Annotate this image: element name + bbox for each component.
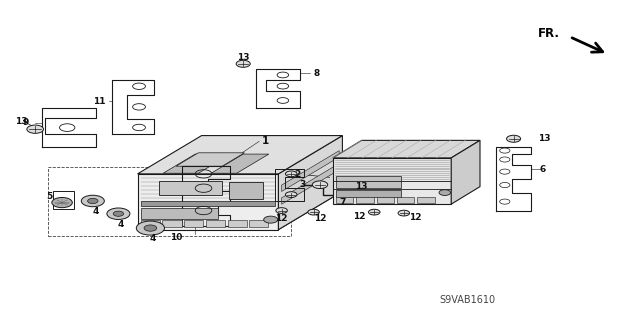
Text: 6: 6 <box>540 165 546 174</box>
Bar <box>333 158 451 204</box>
Text: 13: 13 <box>355 182 368 191</box>
Circle shape <box>285 192 297 197</box>
Circle shape <box>113 211 124 216</box>
Bar <box>397 197 414 203</box>
Circle shape <box>144 225 157 231</box>
Text: 11: 11 <box>93 97 106 106</box>
Text: 12: 12 <box>410 213 422 222</box>
Polygon shape <box>451 140 480 204</box>
Text: S9VAB1610: S9VAB1610 <box>439 295 495 305</box>
Text: FR.: FR. <box>538 27 560 40</box>
Text: 12: 12 <box>353 212 365 221</box>
Polygon shape <box>138 136 342 174</box>
Text: 7: 7 <box>339 198 346 207</box>
Bar <box>229 182 263 199</box>
Text: 2: 2 <box>294 170 301 179</box>
Bar <box>163 219 182 227</box>
Text: 10: 10 <box>170 233 182 242</box>
Bar <box>336 190 401 197</box>
Bar <box>159 181 222 195</box>
Text: 4: 4 <box>92 207 99 216</box>
Polygon shape <box>282 163 339 204</box>
Bar <box>417 197 435 203</box>
Polygon shape <box>333 140 480 158</box>
Text: 4: 4 <box>150 234 156 243</box>
Polygon shape <box>163 154 230 173</box>
Bar <box>227 219 246 227</box>
Circle shape <box>398 210 410 216</box>
Bar <box>141 201 275 206</box>
Circle shape <box>285 171 297 177</box>
Bar <box>53 191 74 209</box>
Bar <box>141 219 160 227</box>
Circle shape <box>439 190 451 196</box>
Circle shape <box>369 209 380 215</box>
Bar <box>48 167 291 236</box>
Text: 13: 13 <box>237 53 250 62</box>
Text: 8: 8 <box>314 69 320 78</box>
Bar <box>336 176 401 188</box>
Bar <box>184 219 204 227</box>
Bar <box>336 197 353 203</box>
Circle shape <box>507 135 521 142</box>
Circle shape <box>136 221 164 235</box>
Circle shape <box>308 209 319 215</box>
Circle shape <box>27 125 44 133</box>
Polygon shape <box>278 136 342 230</box>
Text: 12: 12 <box>314 214 326 223</box>
Circle shape <box>81 195 104 207</box>
Text: 13: 13 <box>538 134 550 143</box>
Circle shape <box>88 198 98 204</box>
Polygon shape <box>138 174 278 230</box>
Polygon shape <box>176 153 244 166</box>
Circle shape <box>52 197 72 208</box>
Circle shape <box>236 60 250 67</box>
Text: 12: 12 <box>275 214 288 223</box>
Circle shape <box>107 208 130 219</box>
Text: 5: 5 <box>46 192 52 201</box>
Polygon shape <box>138 191 342 230</box>
Text: 13: 13 <box>15 117 28 126</box>
Bar <box>141 209 218 219</box>
Text: 3: 3 <box>299 180 305 189</box>
Bar <box>206 219 225 227</box>
Text: 1: 1 <box>262 136 269 146</box>
Text: 4: 4 <box>118 220 124 229</box>
Circle shape <box>312 181 328 189</box>
Circle shape <box>264 216 278 223</box>
Polygon shape <box>211 154 269 173</box>
Bar <box>356 197 374 203</box>
Bar <box>249 219 268 227</box>
Text: 9: 9 <box>22 118 29 127</box>
Circle shape <box>276 208 287 213</box>
Circle shape <box>342 193 356 200</box>
Bar <box>377 197 394 203</box>
Polygon shape <box>282 151 339 191</box>
